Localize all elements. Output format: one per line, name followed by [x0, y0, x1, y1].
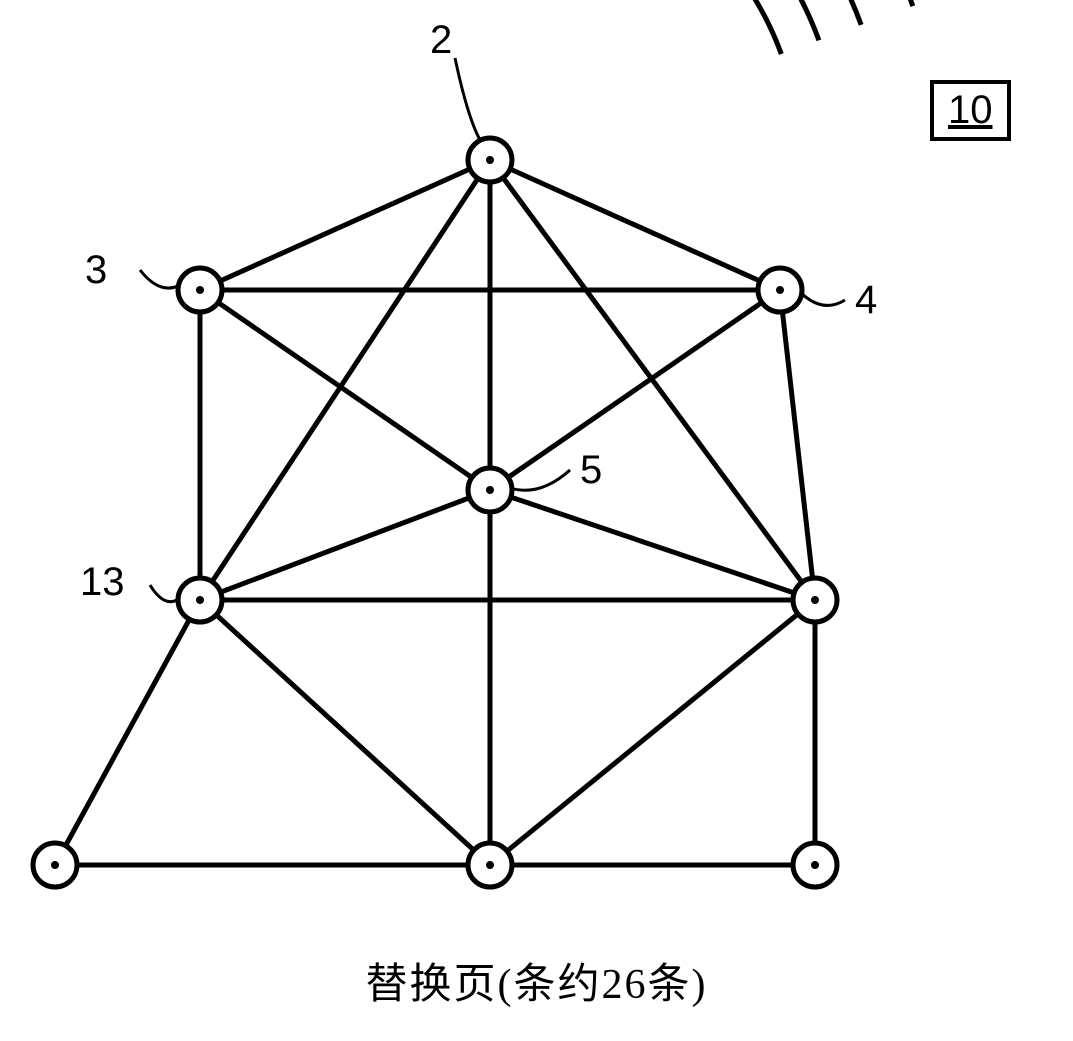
node-label-4: 4 [855, 278, 877, 323]
node-dot [486, 156, 494, 164]
node-label-5: 5 [580, 448, 602, 493]
node-dot [486, 486, 494, 494]
edge [200, 290, 490, 490]
node-dot [811, 596, 819, 604]
edge [490, 290, 780, 490]
node-dot [196, 286, 204, 294]
edge [490, 490, 815, 600]
edge [55, 600, 200, 865]
node-dot [811, 861, 819, 869]
node-label-3: 3 [85, 248, 107, 293]
leader-line [510, 470, 570, 490]
leader-line [800, 292, 845, 305]
signal-arc [701, 0, 913, 6]
node-dot [776, 286, 784, 294]
node-dot [51, 861, 59, 869]
figure-number-box: 10 [930, 80, 1011, 141]
node-dot [486, 861, 494, 869]
edge [200, 490, 490, 600]
node-label-13: 13 [80, 560, 125, 605]
signal-arc [654, 0, 819, 40]
leader-line [455, 58, 480, 140]
edge [490, 160, 780, 290]
signal-arc [636, 0, 782, 54]
caption-text: 替换页(条约26条) [0, 950, 1073, 1011]
edge [200, 600, 490, 865]
node-dot [196, 596, 204, 604]
edge [780, 290, 815, 600]
node-label-2: 2 [430, 18, 452, 63]
leader-line [150, 585, 180, 602]
leader-line [140, 270, 180, 288]
network-diagram [0, 0, 1073, 1041]
edge [490, 600, 815, 865]
